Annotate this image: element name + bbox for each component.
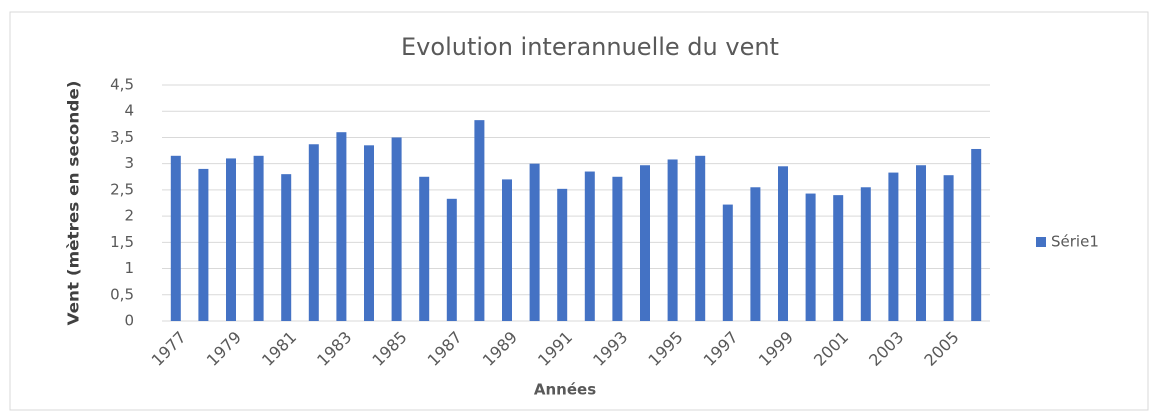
bar — [916, 165, 926, 321]
bar — [281, 174, 292, 321]
bar — [750, 187, 761, 321]
legend-swatch — [1036, 237, 1046, 247]
bar — [474, 120, 485, 321]
bar — [226, 158, 236, 321]
y-tick-label: 0,5 — [110, 285, 134, 303]
bar — [695, 155, 706, 321]
bar — [529, 163, 540, 321]
bar — [971, 148, 982, 321]
bar — [198, 168, 209, 321]
bar — [943, 175, 954, 321]
bar — [253, 155, 264, 321]
y-tick-label: 0 — [124, 312, 134, 330]
bar — [557, 188, 568, 321]
y-tick-label: 1 — [124, 259, 134, 277]
bar — [584, 171, 595, 321]
y-tick-label: 2,5 — [110, 180, 134, 198]
bar — [364, 145, 374, 321]
bar — [778, 166, 788, 321]
x-axis-title: Années — [534, 381, 596, 399]
bar — [170, 155, 181, 321]
bar — [722, 204, 733, 321]
bar — [860, 187, 871, 321]
bar — [888, 172, 899, 321]
bar — [419, 176, 430, 321]
y-tick-label: 4 — [124, 102, 134, 120]
bar — [308, 144, 319, 321]
bar — [612, 176, 623, 321]
y-tick-label: 3,5 — [110, 128, 134, 146]
bar — [640, 165, 650, 321]
y-tick-label: 1,5 — [110, 233, 134, 251]
y-tick-label: 3 — [124, 154, 134, 172]
bar — [667, 159, 678, 321]
chart-title: Evolution interannuelle du vent — [401, 33, 779, 61]
bar — [446, 198, 457, 321]
y-axis-title: Vent (mètres en seconde) — [65, 81, 83, 326]
bar — [805, 193, 816, 321]
bar — [502, 179, 512, 321]
y-tick-label: 2 — [124, 207, 134, 225]
bar — [391, 137, 402, 321]
y-tick-label: 4,5 — [110, 76, 134, 94]
bar — [336, 132, 347, 321]
legend-label: Série1 — [1051, 233, 1099, 251]
bar — [833, 195, 844, 321]
